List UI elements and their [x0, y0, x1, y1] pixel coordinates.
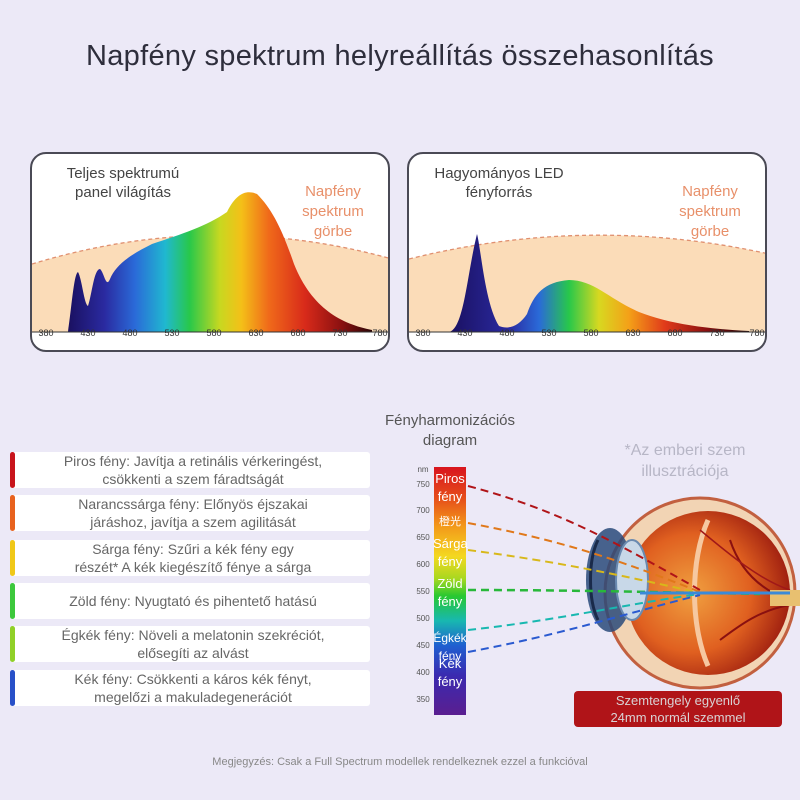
eyeball-shape [603, 496, 797, 690]
x-axis-ticks: 380 430 480 530 580 630 680 730 780 [409, 328, 765, 342]
nm-tick: 600 [416, 560, 430, 569]
color-bar [10, 626, 15, 662]
page-title: Napfény spektrum helyreállítás összehaso… [86, 40, 714, 72]
tick-label: 630 [248, 328, 264, 338]
bar-label-green: Zöld fény [437, 576, 463, 609]
nm-tick: 650 [416, 533, 430, 542]
diagram-title-line: diagram [422, 432, 478, 449]
nm-tick: 450 [416, 641, 430, 650]
diagram-title-line: Fényharmonizációs [384, 412, 516, 429]
color-bar [10, 452, 15, 488]
sun-label-line: Napfény [305, 183, 361, 200]
tick-label: 630 [625, 328, 641, 338]
nm-tick: 500 [416, 614, 430, 623]
nm-tick: 400 [416, 668, 430, 677]
color-bar [10, 583, 15, 619]
eye-note-line: 24mm normál szemmel [610, 710, 746, 725]
full-spectrum-chart [32, 192, 388, 333]
eye-axis-note: Szemtengely egyenlő 24mm normál szemmel [574, 691, 782, 727]
label-line: Teljes spektrumú [66, 165, 180, 182]
bar-label-orange: 橙光 [439, 516, 461, 528]
sun-label-line: Napfény [682, 183, 738, 200]
eye-caption-line: *Az emberi szem [624, 442, 746, 459]
tick-label: 430 [457, 328, 473, 338]
nm-tick: 550 [416, 587, 430, 596]
label-line: Hagyományos LED [434, 165, 564, 182]
led-label: Hagyományos LED fényforrás [409, 164, 589, 202]
tick-label: 780 [749, 328, 765, 338]
footnote: Megjegyzés: Csak a Full Spectrum modelle… [212, 756, 588, 768]
nm-tick: 700 [416, 506, 430, 515]
nm-tick: 750 [416, 480, 430, 489]
tick-label: 580 [583, 328, 599, 338]
full-spectrum-chart-panel: Teljes spektrumú panel világítás Napfény… [30, 152, 390, 352]
eye-caption: *Az emberi szem illusztrációja [590, 440, 780, 482]
tick-label: 430 [80, 328, 96, 338]
x-axis-ticks: 380 430 480 530 580 630 680 730 780 [32, 328, 388, 342]
list-item-blue: Kék fény: Csökkenti a káros kék fényt, me… [10, 670, 370, 706]
list-item-orange: Narancssárga fény: Előnyös éjszakai járás… [10, 495, 370, 531]
bar-label-yellow: Sárga fény [433, 536, 468, 569]
tick-label: 730 [709, 328, 725, 338]
list-item-text: Kék fény: Csökkenti a káros kék fényt, me… [74, 671, 312, 705]
sunlight-curve-label: Napfény spektrum görbe [288, 182, 378, 242]
list-item-yellow: Sárga fény: Szűri a kék fény egy részét* … [10, 540, 370, 576]
label-line: panel világítás [75, 184, 171, 201]
nm-tick: nm [417, 465, 429, 474]
bar-label-skyblue: Égkék fény [433, 631, 467, 663]
sun-label-line: görbe [313, 223, 353, 240]
eye-caption-line: illusztrációja [641, 463, 729, 480]
color-bar [10, 495, 15, 531]
color-bar [10, 540, 15, 576]
spectrum-bar: Piros fény 橙光 Sárga fény Zöld fény Égkék fén… [433, 467, 468, 715]
eye-note-line: Szemtengely egyenlő [615, 693, 741, 708]
sun-label-line: spektrum [302, 203, 364, 220]
color-bar [10, 670, 15, 706]
iris-shape [586, 528, 634, 632]
tick-label: 480 [499, 328, 515, 338]
list-item-text: Sárga fény: Szűri a kék fény egy részét* … [74, 541, 312, 575]
tick-label: 380 [415, 328, 431, 338]
tick-label: 530 [541, 328, 557, 338]
nm-tick: 350 [416, 695, 430, 704]
list-item-skyblue: Égkék fény: Növeli a melatonin szekréció… [10, 626, 370, 662]
list-item-red: Piros fény: Javítja a retinális vérkerin… [10, 452, 370, 488]
list-item-green: Zöld fény: Nyugtató és pihentető hatású [10, 583, 370, 619]
tick-label: 480 [122, 328, 138, 338]
tick-label: 530 [164, 328, 180, 338]
list-item-text: Zöld fény: Nyugtató és pihentető hatású [69, 593, 317, 609]
label-line: fényforrás [465, 184, 533, 201]
tick-label: 680 [290, 328, 306, 338]
led-chart-panel: Hagyományos LED fényforrás Napfény spekt… [407, 152, 767, 352]
tick-label: 580 [206, 328, 222, 338]
retina-shape [626, 511, 790, 675]
list-item-text: Narancssárga fény: Előnyös éjszakai járás… [78, 496, 308, 530]
tick-label: 780 [372, 328, 388, 338]
diagram-title: Fényharmonizációs diagram [360, 411, 540, 451]
sunlight-curve-label: Napfény spektrum görbe [665, 182, 755, 242]
list-item-text: Piros fény: Javítja a retinális vérkerin… [63, 453, 323, 487]
tick-label: 730 [332, 328, 348, 338]
lens-shape [615, 539, 649, 621]
tick-label: 380 [38, 328, 54, 338]
bar-label-red: Piros fény [435, 471, 465, 504]
list-item-text: Égkék fény: Növeli a melatonin szekréció… [61, 627, 325, 661]
full-spectrum-label: Teljes spektrumú panel világítás [38, 164, 208, 202]
tick-label: 680 [667, 328, 683, 338]
sun-label-line: spektrum [679, 203, 741, 220]
bar-label-blue: Kék fény [437, 656, 463, 689]
led-chart [409, 234, 765, 333]
sun-label-line: görbe [690, 223, 730, 240]
